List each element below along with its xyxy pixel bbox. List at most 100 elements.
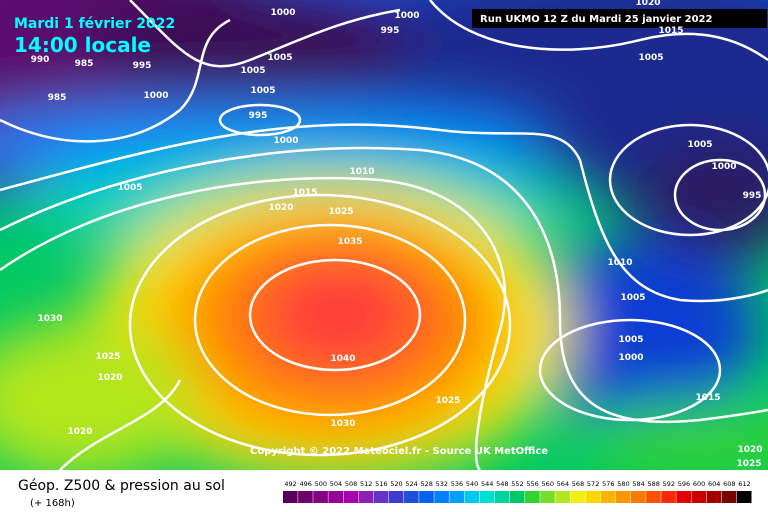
legend-level: 532 bbox=[436, 480, 448, 488]
legend-swatch bbox=[343, 491, 359, 503]
legend-swatch bbox=[479, 491, 495, 503]
legend-swatch bbox=[283, 491, 298, 503]
legend-swatch bbox=[525, 491, 540, 503]
isobar-label: 1035 bbox=[337, 237, 362, 247]
isobar-label: 1005 bbox=[687, 140, 712, 150]
isobar-label: 1020 bbox=[268, 203, 293, 213]
legend-level: 572 bbox=[587, 480, 599, 488]
legend-level: 520 bbox=[390, 480, 402, 488]
legend-level: 600 bbox=[693, 480, 705, 488]
isobar-label: 1020 bbox=[737, 445, 762, 455]
legend-level: 528 bbox=[421, 480, 433, 488]
legend-level: 576 bbox=[602, 480, 614, 488]
legend-level: 536 bbox=[451, 480, 463, 488]
legend-swatch bbox=[646, 491, 661, 503]
isobar-label: 1005 bbox=[250, 86, 275, 96]
run-box bbox=[472, 9, 767, 28]
legend-swatch bbox=[540, 491, 555, 503]
legend-swatch bbox=[298, 491, 313, 503]
legend-swatch bbox=[388, 491, 404, 503]
isobar-label: 1000 bbox=[143, 91, 168, 101]
legend-level: 580 bbox=[617, 480, 629, 488]
legend-swatch bbox=[691, 491, 707, 503]
legend-swatch bbox=[449, 491, 465, 503]
legend-swatch bbox=[313, 491, 328, 503]
time-label: 14:00 locale bbox=[14, 33, 151, 57]
legend-level: 564 bbox=[557, 480, 569, 488]
isobar-label: 985 bbox=[75, 59, 94, 69]
isobar-label: 1015 bbox=[695, 393, 720, 403]
legend-level: 596 bbox=[678, 480, 690, 488]
legend-swatch bbox=[615, 491, 631, 503]
legend-swatch bbox=[404, 491, 419, 503]
legend-level: 552 bbox=[511, 480, 523, 488]
legend-level: 524 bbox=[405, 480, 417, 488]
run-label: Run UKMO 12 Z du Mardi 25 janvier 2022 bbox=[480, 14, 713, 25]
date-label: Mardi 1 février 2022 bbox=[14, 16, 175, 32]
isobar-label: 995 bbox=[743, 191, 762, 201]
isobar-label: 1025 bbox=[736, 459, 761, 469]
isobar-label: 995 bbox=[133, 61, 152, 71]
legend-swatch bbox=[721, 491, 737, 503]
map bbox=[0, 0, 768, 470]
legend-level: 592 bbox=[663, 480, 675, 488]
isobar-label: 985 bbox=[48, 93, 67, 103]
legend-swatch bbox=[600, 491, 616, 503]
isobar-label: 1000 bbox=[394, 11, 419, 21]
legend-swatch bbox=[570, 491, 586, 503]
legend-level: 516 bbox=[375, 480, 387, 488]
isobar-label: 990 bbox=[31, 55, 50, 65]
isobar-label: 1025 bbox=[95, 352, 120, 362]
legend-swatch bbox=[373, 491, 389, 503]
isobar-label: 1025 bbox=[328, 207, 353, 217]
legend-swatch bbox=[434, 491, 449, 503]
isobar-label: 1000 bbox=[270, 8, 295, 18]
legend-level: 612 bbox=[738, 480, 750, 488]
legend-level: 508 bbox=[345, 480, 357, 488]
isobar-label: 1005 bbox=[638, 53, 663, 63]
isobar-label: 1000 bbox=[618, 353, 643, 363]
isobar-label: 1005 bbox=[618, 335, 643, 345]
copyright: Copyright © 2022 Meteociel.fr - Source U… bbox=[250, 446, 548, 457]
isobar-label: 1005 bbox=[620, 293, 645, 303]
isobar-label: 1020 bbox=[97, 373, 122, 383]
legend-level: 604 bbox=[708, 480, 720, 488]
legend-swatch bbox=[419, 491, 434, 503]
legend-swatch bbox=[706, 491, 722, 503]
isobar-label: 1010 bbox=[607, 258, 632, 268]
isobar-label: 1030 bbox=[330, 419, 355, 429]
legend-level: 560 bbox=[542, 480, 554, 488]
isobar-label: 1000 bbox=[273, 136, 298, 146]
isobar-label: 995 bbox=[381, 26, 400, 36]
lead-time: (+ 168h) bbox=[30, 498, 75, 509]
legend-level: 588 bbox=[647, 480, 659, 488]
legend-swatch bbox=[585, 491, 601, 503]
legend-level: 584 bbox=[632, 480, 644, 488]
legend-level: 548 bbox=[496, 480, 508, 488]
isobar-label: 1010 bbox=[349, 167, 374, 177]
legend-swatch bbox=[464, 491, 480, 503]
legend-swatch bbox=[630, 491, 646, 503]
legend-level: 496 bbox=[299, 480, 311, 488]
isobar-label: 1015 bbox=[658, 26, 683, 36]
legend-swatch bbox=[736, 491, 752, 503]
legend-swatch bbox=[555, 491, 570, 503]
legend-swatch bbox=[358, 491, 374, 503]
isobars bbox=[0, 0, 768, 470]
legend-swatch bbox=[509, 491, 525, 503]
isobar-label: 1020 bbox=[67, 427, 92, 437]
legend-level: 556 bbox=[526, 480, 538, 488]
legend-level: 500 bbox=[315, 480, 327, 488]
isobar-label: 1005 bbox=[117, 183, 142, 193]
legend-swatch bbox=[328, 491, 344, 503]
isobar-label: 1015 bbox=[292, 188, 317, 198]
legend-level: 608 bbox=[723, 480, 735, 488]
legend-level: 512 bbox=[360, 480, 372, 488]
legend-swatch bbox=[661, 491, 676, 503]
isobar-label: 1000 bbox=[711, 162, 736, 172]
legend-level: 540 bbox=[466, 480, 478, 488]
isobar-label: 1005 bbox=[240, 66, 265, 76]
legend-level: 492 bbox=[284, 480, 296, 488]
isobar-label: 1020 bbox=[635, 0, 660, 8]
